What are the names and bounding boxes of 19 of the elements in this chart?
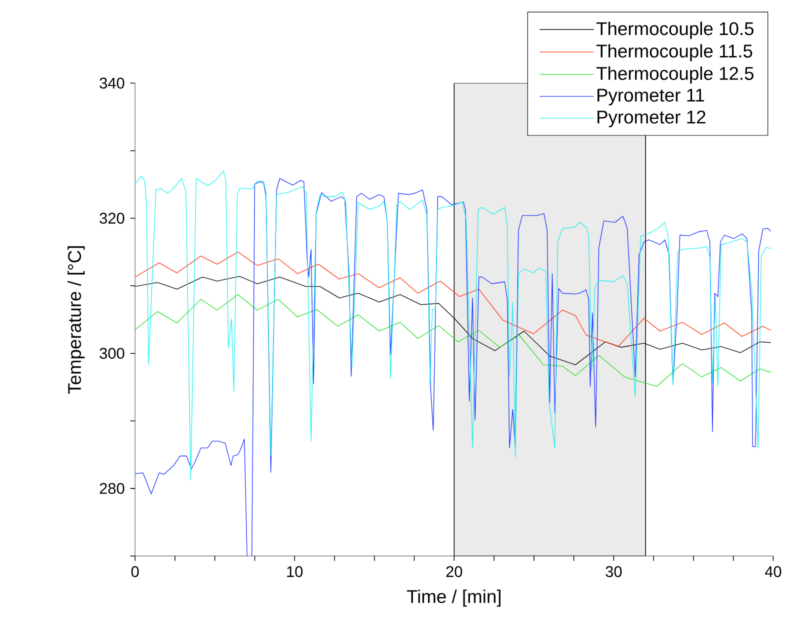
line-series bbox=[135, 252, 772, 347]
legend-label: Thermocouple 10.5 bbox=[596, 22, 754, 39]
legend-label: Thermocouple 11.5 bbox=[596, 44, 752, 62]
line-series bbox=[135, 294, 772, 387]
x-tick-label: 30 bbox=[606, 566, 622, 577]
x-tick-label: 0 bbox=[131, 566, 139, 577]
y-tick-label: 300 bbox=[100, 348, 124, 359]
y-tick-label: 340 bbox=[100, 78, 124, 88]
x-tick-label: 20 bbox=[446, 566, 462, 577]
legend-label: Thermocouple 12.5 bbox=[596, 66, 754, 84]
line-series bbox=[135, 170, 772, 480]
y-tick-label: 320 bbox=[100, 212, 124, 224]
x-axis-title: Time / [min] bbox=[406, 589, 500, 607]
x-tick-label: 10 bbox=[287, 566, 303, 577]
legend-label: Pyrometer 12 bbox=[598, 110, 706, 128]
y-axis-title: Temperature / [°C] bbox=[68, 246, 85, 394]
x-tick-label: 40 bbox=[765, 566, 782, 577]
legend-label: Pyrometer 11 bbox=[598, 88, 704, 106]
y-tick-label: 280 bbox=[100, 482, 124, 494]
